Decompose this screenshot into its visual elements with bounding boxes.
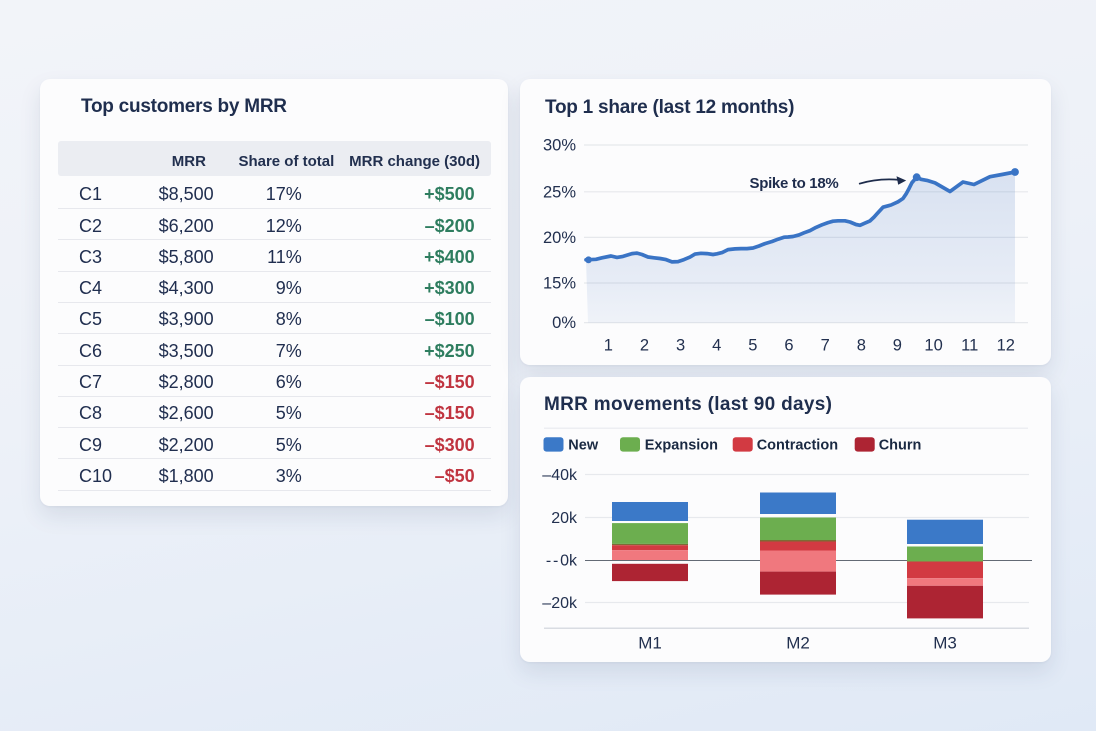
svg-text:20k: 20k [551, 510, 578, 527]
svg-text:7: 7 [821, 337, 830, 355]
svg-text:15%: 15% [543, 275, 576, 293]
svg-text:–40k: –40k [542, 467, 578, 484]
svg-text:20%: 20% [543, 229, 576, 247]
svg-text:0%: 0% [552, 314, 576, 332]
svg-text:M2: M2 [786, 634, 810, 653]
svg-text:--0k: --0k [546, 553, 578, 570]
svg-text:11: 11 [961, 337, 978, 355]
svg-text:3: 3 [676, 337, 685, 355]
svg-text:Contraction: Contraction [757, 438, 838, 454]
svg-text:8: 8 [857, 337, 866, 355]
svg-text:5: 5 [748, 337, 757, 355]
svg-text:–20k: –20k [542, 595, 578, 612]
svg-text:25%: 25% [543, 183, 576, 201]
svg-text:M3: M3 [933, 634, 957, 653]
svg-text:12: 12 [997, 337, 1015, 355]
svg-text:1: 1 [604, 337, 613, 355]
svg-text:2: 2 [640, 337, 649, 355]
svg-text:10: 10 [924, 337, 942, 355]
svg-text:6: 6 [784, 337, 793, 355]
svg-text:M1: M1 [638, 634, 662, 653]
svg-text:Spike to 18%: Spike to 18% [750, 175, 839, 192]
svg-text:9: 9 [893, 337, 902, 355]
svg-text:Expansion: Expansion [645, 438, 718, 454]
svg-text:30%: 30% [543, 137, 576, 155]
svg-text:New: New [568, 438, 599, 454]
svg-text:4: 4 [712, 337, 721, 355]
svg-text:Churn: Churn [879, 438, 922, 454]
